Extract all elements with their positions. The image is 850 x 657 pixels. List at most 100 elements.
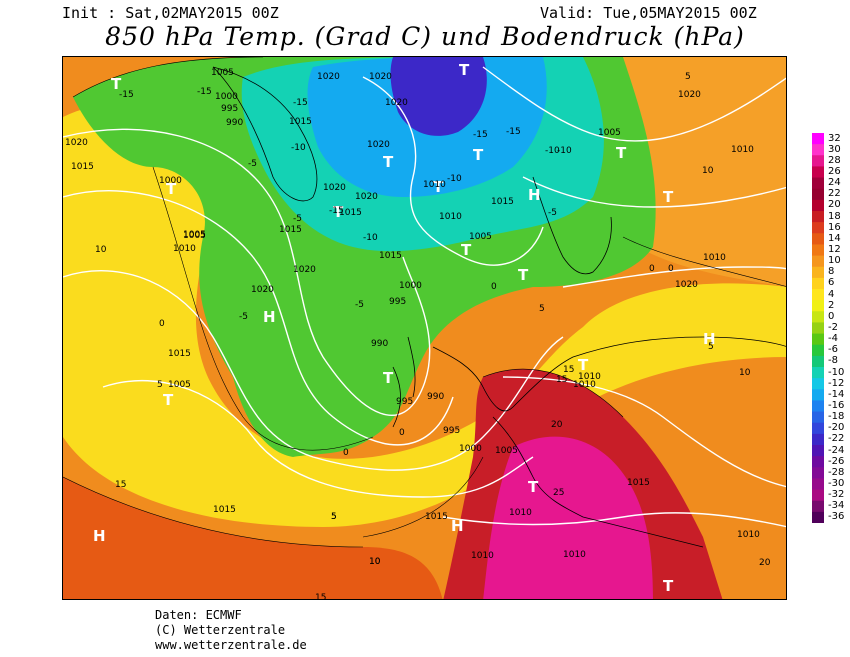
temp-band-upper-right: [623, 57, 786, 287]
colorbar-swatch: [812, 433, 824, 446]
low-pressure-marker: T: [383, 153, 394, 171]
pressure-label: 1010: [731, 145, 754, 155]
pressure-label: 1005: [168, 380, 191, 390]
temperature-label: -5: [239, 312, 248, 322]
temperature-label: -10: [363, 233, 378, 243]
colorbar-tick-label: 22: [828, 188, 841, 200]
colorbar-tick-label: 14: [828, 232, 841, 244]
colorbar-swatch: [812, 199, 824, 212]
pressure-label: 1010: [509, 508, 532, 518]
colorbar-swatch: [812, 389, 824, 401]
temperature-label: -15: [329, 206, 344, 216]
colorbar-tick-label: -26: [828, 455, 845, 467]
pressure-label: 1015: [379, 251, 402, 261]
temperature-label: 15: [315, 593, 326, 600]
colorbar-swatch: [812, 489, 824, 502]
footer: Daten: ECMWF (C) Wetterzentrale www.wett…: [155, 608, 307, 653]
colorbar-tick-label: 10: [828, 255, 841, 267]
pressure-label: 1000: [399, 281, 422, 291]
temperature-label: -15: [197, 87, 212, 97]
pressure-label: 1020: [293, 265, 316, 275]
pressure-label: 995: [396, 397, 413, 407]
temperature-label: 10: [95, 245, 107, 255]
colorbar-tick-label: -28: [828, 466, 845, 478]
pressure-label: 995: [389, 297, 406, 307]
colorbar-tick-label: -24: [828, 444, 845, 456]
pressure-label: 1015: [339, 208, 362, 218]
temperature-label: 20: [759, 558, 771, 568]
temperature-label: 5: [539, 304, 545, 314]
low-pressure-marker: T: [518, 266, 529, 284]
temperature-label: 10: [702, 166, 714, 176]
temperature-label: 10: [739, 368, 751, 378]
pressure-label: 1010: [563, 550, 586, 560]
temperature-label: 5: [331, 512, 337, 522]
low-pressure-marker: T: [459, 61, 470, 79]
isotherms: [63, 57, 786, 548]
high-pressure-marker: H: [93, 527, 106, 545]
colorbar-tick-label: 24: [828, 177, 841, 189]
colorbar-swatch: [812, 500, 824, 513]
pressure-label: 990: [427, 392, 444, 402]
colorbar-tick-label: 2: [828, 299, 835, 311]
pressure-label: 1015: [491, 197, 514, 207]
temperature-label: 5: [685, 72, 691, 82]
colorbar-svg: [812, 133, 824, 523]
temperature-colorbar: [812, 133, 824, 523]
colorbar-swatch: [812, 155, 824, 167]
coastlines: [212, 66, 786, 548]
copyright: (C) Wetterzentrale: [155, 623, 286, 637]
high-pressure-marker: H: [451, 517, 464, 535]
high-pressure-marker: H: [263, 308, 276, 326]
colorbar-tick-label: -14: [828, 388, 845, 400]
temperature-label: 15: [115, 480, 126, 490]
temperature-labels: -15 -15 -10 -5 -15 -15 -5 -10 -15 -10 -5…: [95, 72, 771, 600]
low-pressure-marker: T: [528, 478, 539, 496]
temperature-label: 5: [331, 512, 337, 522]
low-pressure-marker: T: [461, 241, 472, 259]
temperature-label: 0: [399, 428, 405, 438]
pressure-label: 1020: [317, 72, 340, 82]
weather-map-svg: H H H H H T T T T T T T T T T T T T T T …: [63, 57, 786, 600]
temperature-label: -5: [293, 214, 302, 224]
valid-time-label: Valid: Tue,05MAY2015 00Z: [540, 4, 757, 22]
low-pressure-marker: T: [111, 75, 122, 93]
pressure-label: 1010: [703, 253, 726, 263]
pressure-label: 1015: [627, 478, 650, 488]
temp-band-magenta: [483, 436, 653, 599]
colorbar-tick-label: -20: [828, 422, 845, 434]
low-pressure-marker: T: [433, 178, 444, 196]
colorbar-swatch: [812, 222, 824, 234]
colorbar-swatch: [812, 467, 824, 479]
colorbar-swatch: [812, 166, 824, 179]
pressure-label: 995: [443, 426, 460, 436]
pressure-label: 1020: [355, 192, 378, 202]
colorbar-swatch: [812, 400, 824, 413]
temperature-label: -5: [248, 159, 257, 169]
data-source: Daten: ECMWF: [155, 608, 242, 622]
colorbar-tick-label: 16: [828, 221, 841, 233]
pressure-label: 1020: [65, 138, 88, 148]
temperature-label: 15: [563, 365, 574, 375]
colorbar-tick-label: -8: [828, 355, 838, 367]
temperature-label: -15: [119, 90, 134, 100]
temperature-label: -10: [291, 143, 306, 153]
pressure-label: 1015: [71, 162, 94, 172]
pressure-label: 1015: [168, 349, 191, 359]
low-pressure-marker: T: [578, 356, 589, 374]
colorbar-swatch: [812, 255, 824, 268]
temperature-label: -15: [293, 98, 308, 108]
pressure-label: 1015: [425, 512, 448, 522]
temperature-label: -5: [548, 208, 557, 218]
temperature-label: 10: [369, 557, 381, 567]
colorbar-tick-label: 20: [828, 199, 841, 211]
temperature-label: 0: [159, 319, 165, 329]
init-time-label: Init : Sat,02MAY2015 00Z: [62, 4, 279, 22]
temperature-label: -15: [473, 130, 488, 140]
colorbar-swatch: [812, 300, 824, 312]
low-pressure-marker: T: [663, 577, 674, 595]
temp-band-southwest: [63, 477, 443, 599]
colorbar-swatch: [812, 144, 824, 156]
temperature-label: 0: [491, 282, 497, 292]
pressure-label: 1015: [279, 225, 302, 235]
